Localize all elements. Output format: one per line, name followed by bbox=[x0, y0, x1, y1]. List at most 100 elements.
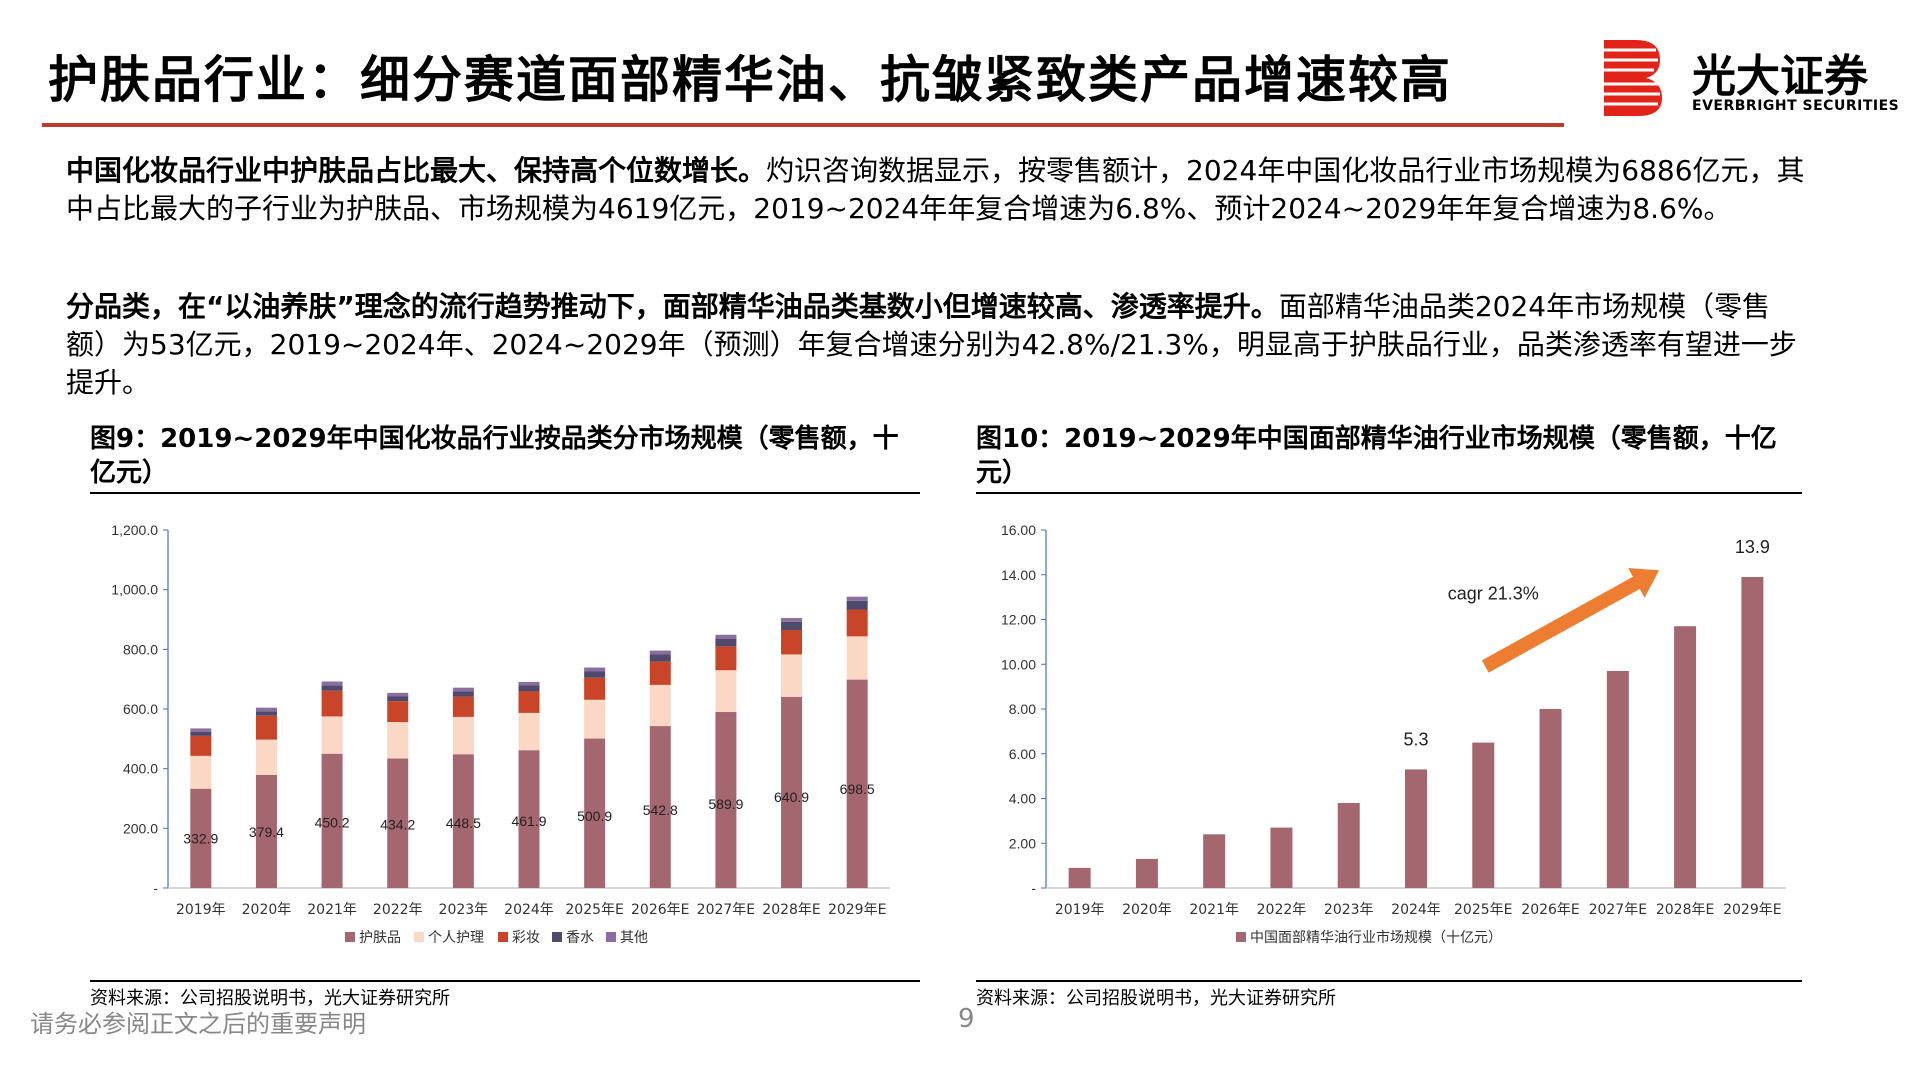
figure-10-top-rule bbox=[976, 492, 1802, 494]
bar bbox=[1405, 769, 1427, 888]
bar-segment-其他 bbox=[781, 618, 803, 622]
bar-segment-香水 bbox=[846, 600, 868, 610]
bar-segment-个人护理 bbox=[387, 722, 409, 759]
x-tick-label: 2026年E bbox=[1521, 902, 1579, 918]
y-tick-label: 400.0 bbox=[123, 761, 158, 777]
y-tick-label: 1,000.0 bbox=[111, 582, 158, 598]
bar-segment-彩妆 bbox=[649, 661, 671, 685]
bar-segment-其他 bbox=[387, 692, 409, 697]
y-tick-label: 12.00 bbox=[1001, 612, 1036, 628]
data-label: 332.9 bbox=[183, 830, 218, 846]
bar-segment-其他 bbox=[584, 667, 606, 672]
value-annotation: 5.3 bbox=[1403, 729, 1428, 749]
x-tick-label: 2025年E bbox=[1454, 902, 1512, 918]
bar-segment-其他 bbox=[518, 681, 540, 686]
figure-9-bottom-rule bbox=[90, 980, 920, 982]
bar-segment-个人护理 bbox=[781, 654, 803, 697]
figure-9-top-rule bbox=[90, 492, 920, 494]
bar-segment-其他 bbox=[452, 687, 474, 692]
bar-segment-个人护理 bbox=[321, 716, 343, 754]
bar-segment-个人护理 bbox=[649, 684, 671, 727]
legend-label: 中国面部精华油行业市场规模（十亿元） bbox=[1250, 929, 1502, 946]
paragraph-2: 分品类，在“以油养肤”理念的流行趋势推动下，面部精华油品类基数小但增速较高、渗透… bbox=[66, 288, 1806, 402]
bar-segment-香水 bbox=[781, 621, 803, 630]
paragraph-2-body: 面部精华油品类2024年市场规模（零售额）为53亿元，2019~2024年、20… bbox=[66, 290, 1797, 399]
bar-segment-个人护理 bbox=[584, 699, 606, 739]
growth-arrow-shape bbox=[1481, 567, 1660, 673]
data-label: 379.4 bbox=[249, 824, 284, 840]
bar bbox=[1068, 867, 1091, 888]
x-tick-label: 2020年 bbox=[242, 902, 292, 918]
y-tick-label: 6.00 bbox=[1009, 746, 1036, 762]
bar-segment-彩妆 bbox=[387, 701, 409, 723]
bar-segment-香水 bbox=[452, 691, 474, 697]
paragraph-1-body: 灼识咨询数据显示，按零售额计，2024年中国化妆品行业市场规模为6886亿元，其… bbox=[66, 154, 1805, 225]
bar-segment-护肤品 bbox=[846, 679, 868, 888]
company-logo: 光大证券 EVERBRIGHT SECURITIES bbox=[1600, 36, 1899, 126]
data-label: 542.8 bbox=[643, 802, 678, 818]
data-label: 640.9 bbox=[774, 789, 809, 805]
bar-segment-香水 bbox=[649, 654, 671, 662]
y-tick-label: 8.00 bbox=[1009, 701, 1036, 717]
legend-swatch-护肤品 bbox=[345, 932, 355, 942]
bar-segment-个人护理 bbox=[715, 670, 737, 713]
bar-segment-彩妆 bbox=[584, 677, 606, 700]
y-tick-label: - bbox=[1031, 880, 1036, 896]
legend-label-护肤品: 护肤品 bbox=[359, 930, 401, 946]
value-annotation: 13.9 bbox=[1735, 537, 1770, 557]
bar bbox=[1203, 834, 1226, 888]
bar bbox=[1674, 626, 1697, 888]
bar-segment-其他 bbox=[649, 650, 671, 655]
data-label: 461.9 bbox=[511, 813, 546, 829]
x-tick-label: 2028年E bbox=[762, 902, 820, 918]
everbright-logo-icon bbox=[1600, 36, 1664, 120]
bar-segment-彩妆 bbox=[518, 691, 540, 713]
bar bbox=[1135, 858, 1158, 888]
bar-segment-彩妆 bbox=[452, 696, 474, 717]
x-tick-label: 2029年E bbox=[1723, 902, 1781, 918]
bar-segment-其他 bbox=[255, 707, 277, 712]
figure-10-bottom-rule bbox=[976, 980, 1802, 982]
essence-oil-bar-chart: - 2.00 4.00 6.00 8.00 10.00 12.00 14.00 16.00 201… bbox=[976, 510, 1802, 970]
legend-label-彩妆: 彩妆 bbox=[512, 930, 540, 946]
logo-chinese-name: 光大证券 bbox=[1692, 51, 1868, 102]
figure-9-source: 资料来源：公司招股说明书，光大证券研究所 bbox=[90, 988, 450, 1009]
bar-segment-个人护理 bbox=[255, 739, 277, 775]
data-label: 500.9 bbox=[577, 808, 612, 824]
legend-swatch bbox=[1236, 932, 1246, 942]
x-tick-label: 2021年 bbox=[307, 902, 357, 918]
bar-segment-护肤品 bbox=[715, 712, 737, 888]
bar bbox=[1472, 742, 1495, 888]
bar-segment-个人护理 bbox=[452, 716, 474, 755]
bar-segment-其他 bbox=[715, 634, 737, 639]
data-label: 450.2 bbox=[315, 815, 350, 831]
data-label: 434.2 bbox=[380, 817, 415, 833]
logo-english-name: EVERBRIGHT SECURITIES bbox=[1692, 98, 1900, 114]
legend-label-香水: 香水 bbox=[566, 930, 594, 946]
paragraph-1: 中国化妆品行业中护肤品占比最大、保持高个位数增长。灼识咨询数据显示，按零售额计，… bbox=[66, 152, 1806, 228]
x-tick-label: 2023年 bbox=[1324, 902, 1374, 918]
bar-segment-香水 bbox=[518, 685, 540, 692]
essence-oil-bar-chart-svg: - 2.00 4.00 6.00 8.00 10.00 12.00 14.00 16.00 201… bbox=[1001, 522, 1786, 946]
bar-segment-彩妆 bbox=[190, 735, 212, 756]
x-tick-label: 2021年 bbox=[1189, 902, 1239, 918]
bar-segment-彩妆 bbox=[846, 609, 868, 637]
x-tick-label: 2029年E bbox=[828, 902, 886, 918]
y-tick-label: - bbox=[153, 880, 158, 896]
bar-segment-其他 bbox=[190, 728, 212, 732]
bar-segment-香水 bbox=[584, 671, 606, 678]
bar-segment-护肤品 bbox=[190, 788, 212, 888]
x-tick-label: 2023年 bbox=[439, 902, 489, 918]
x-tick-label: 2027年E bbox=[1589, 902, 1647, 918]
y-tick-label: 4.00 bbox=[1009, 791, 1036, 807]
y-tick-label: 10.00 bbox=[1001, 656, 1036, 672]
y-tick-label: 1,200.0 bbox=[111, 522, 158, 538]
legend-label-个人护理: 个人护理 bbox=[428, 930, 484, 946]
bar bbox=[1741, 576, 1764, 888]
y-tick-label: 600.0 bbox=[123, 701, 158, 717]
legend-swatch-个人护理 bbox=[414, 932, 424, 942]
bar-segment-护肤品 bbox=[584, 738, 606, 888]
bar-segment-个人护理 bbox=[190, 755, 212, 789]
legend-swatch-彩妆 bbox=[498, 932, 508, 942]
x-tick-label: 2020年 bbox=[1122, 902, 1172, 918]
